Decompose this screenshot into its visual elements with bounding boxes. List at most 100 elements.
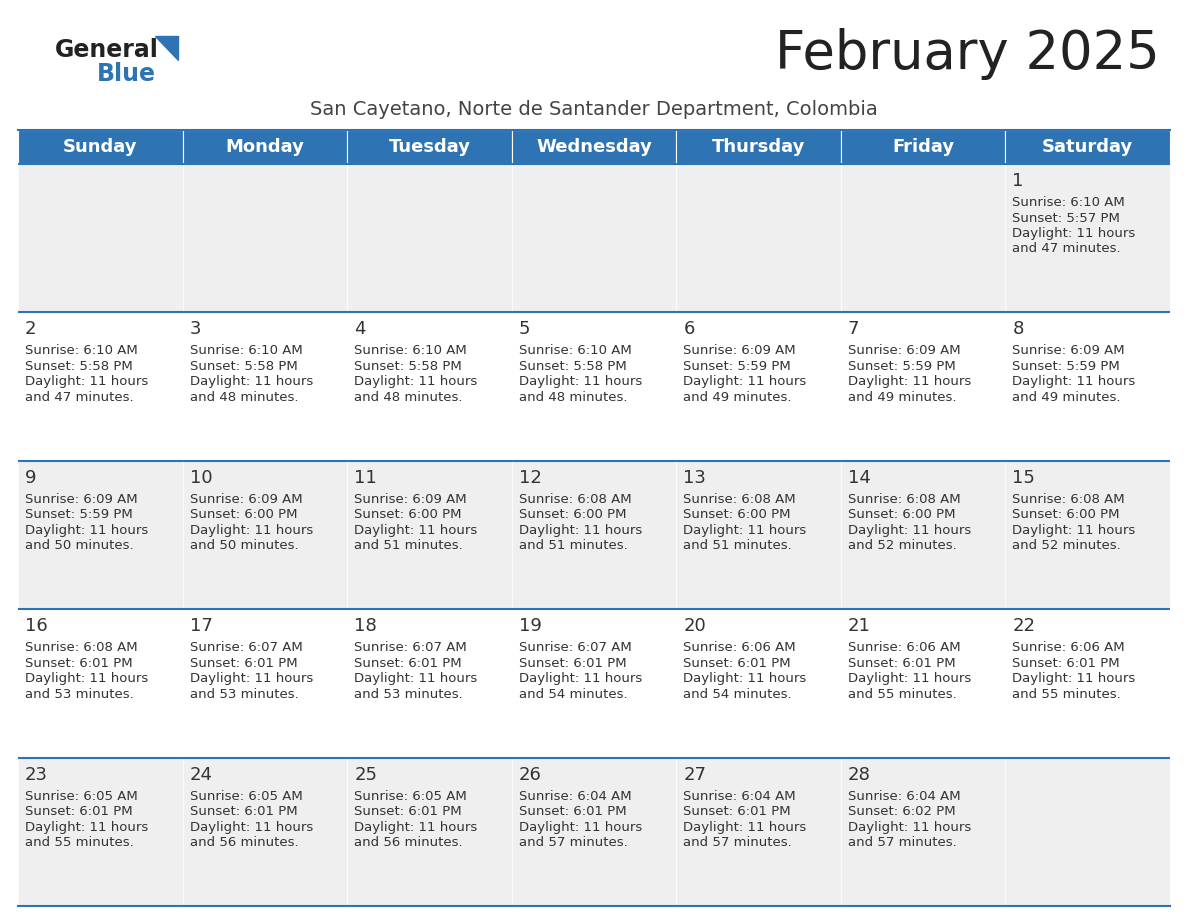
Text: 25: 25 [354, 766, 377, 784]
Text: and 49 minutes.: and 49 minutes. [1012, 391, 1121, 404]
Text: 26: 26 [519, 766, 542, 784]
Text: Sunrise: 6:05 AM: Sunrise: 6:05 AM [190, 789, 302, 802]
Text: and 56 minutes.: and 56 minutes. [190, 836, 298, 849]
Text: Daylight: 11 hours: Daylight: 11 hours [1012, 524, 1136, 537]
Text: and 53 minutes.: and 53 minutes. [354, 688, 463, 700]
Text: Sunset: 5:59 PM: Sunset: 5:59 PM [25, 509, 133, 521]
FancyBboxPatch shape [841, 130, 1005, 164]
Text: Sunset: 6:01 PM: Sunset: 6:01 PM [190, 805, 297, 818]
Text: Friday: Friday [892, 138, 954, 156]
FancyBboxPatch shape [676, 757, 841, 906]
Text: Daylight: 11 hours: Daylight: 11 hours [25, 672, 148, 685]
FancyBboxPatch shape [512, 312, 676, 461]
Text: Sunrise: 6:07 AM: Sunrise: 6:07 AM [354, 641, 467, 655]
FancyBboxPatch shape [841, 610, 1005, 757]
Text: Sunrise: 6:04 AM: Sunrise: 6:04 AM [683, 789, 796, 802]
Text: Sunrise: 6:09 AM: Sunrise: 6:09 AM [1012, 344, 1125, 357]
Text: Daylight: 11 hours: Daylight: 11 hours [683, 821, 807, 834]
Text: Sunset: 5:58 PM: Sunset: 5:58 PM [354, 360, 462, 373]
Text: and 49 minutes.: and 49 minutes. [848, 391, 956, 404]
FancyBboxPatch shape [183, 312, 347, 461]
Text: 20: 20 [683, 617, 706, 635]
FancyBboxPatch shape [347, 130, 512, 164]
Text: Sunrise: 6:09 AM: Sunrise: 6:09 AM [354, 493, 467, 506]
FancyBboxPatch shape [1005, 164, 1170, 312]
Text: and 52 minutes.: and 52 minutes. [848, 539, 956, 553]
Text: Sunrise: 6:04 AM: Sunrise: 6:04 AM [519, 789, 631, 802]
Text: Sunrise: 6:07 AM: Sunrise: 6:07 AM [519, 641, 632, 655]
Text: 11: 11 [354, 469, 377, 487]
Text: 28: 28 [848, 766, 871, 784]
Text: and 48 minutes.: and 48 minutes. [519, 391, 627, 404]
Text: Sunset: 6:01 PM: Sunset: 6:01 PM [354, 656, 462, 670]
Text: Sunset: 6:00 PM: Sunset: 6:00 PM [519, 509, 626, 521]
Text: Daylight: 11 hours: Daylight: 11 hours [190, 524, 312, 537]
Text: Sunrise: 6:05 AM: Sunrise: 6:05 AM [354, 789, 467, 802]
Text: Daylight: 11 hours: Daylight: 11 hours [190, 672, 312, 685]
FancyBboxPatch shape [841, 757, 1005, 906]
Text: Sunrise: 6:05 AM: Sunrise: 6:05 AM [25, 789, 138, 802]
Text: 3: 3 [190, 320, 201, 339]
Text: Sunrise: 6:07 AM: Sunrise: 6:07 AM [190, 641, 302, 655]
Text: and 47 minutes.: and 47 minutes. [25, 391, 133, 404]
Text: Sunset: 5:59 PM: Sunset: 5:59 PM [683, 360, 791, 373]
Text: and 51 minutes.: and 51 minutes. [683, 539, 792, 553]
Text: Sunset: 6:00 PM: Sunset: 6:00 PM [683, 509, 791, 521]
Text: Daylight: 11 hours: Daylight: 11 hours [190, 375, 312, 388]
Text: and 56 minutes.: and 56 minutes. [354, 836, 463, 849]
Text: Daylight: 11 hours: Daylight: 11 hours [848, 375, 971, 388]
Text: 4: 4 [354, 320, 366, 339]
Text: 24: 24 [190, 766, 213, 784]
Text: 19: 19 [519, 617, 542, 635]
Text: Daylight: 11 hours: Daylight: 11 hours [25, 375, 148, 388]
FancyBboxPatch shape [1005, 757, 1170, 906]
Text: and 54 minutes.: and 54 minutes. [519, 688, 627, 700]
Text: Sunset: 6:01 PM: Sunset: 6:01 PM [1012, 656, 1120, 670]
Text: and 48 minutes.: and 48 minutes. [190, 391, 298, 404]
Text: Thursday: Thursday [712, 138, 805, 156]
Polygon shape [154, 36, 178, 60]
Text: Sunset: 6:00 PM: Sunset: 6:00 PM [354, 509, 462, 521]
Text: 12: 12 [519, 469, 542, 487]
Text: Sunday: Sunday [63, 138, 138, 156]
Text: Daylight: 11 hours: Daylight: 11 hours [354, 672, 478, 685]
FancyBboxPatch shape [183, 130, 347, 164]
Text: San Cayetano, Norte de Santander Department, Colombia: San Cayetano, Norte de Santander Departm… [310, 100, 878, 119]
Text: Daylight: 11 hours: Daylight: 11 hours [683, 524, 807, 537]
Text: Sunset: 6:01 PM: Sunset: 6:01 PM [683, 656, 791, 670]
Text: Sunset: 6:01 PM: Sunset: 6:01 PM [848, 656, 955, 670]
Text: Daylight: 11 hours: Daylight: 11 hours [354, 524, 478, 537]
Text: 13: 13 [683, 469, 706, 487]
Text: 22: 22 [1012, 617, 1036, 635]
Text: Daylight: 11 hours: Daylight: 11 hours [25, 524, 148, 537]
FancyBboxPatch shape [183, 461, 347, 610]
Text: Sunrise: 6:06 AM: Sunrise: 6:06 AM [1012, 641, 1125, 655]
Text: and 47 minutes.: and 47 minutes. [1012, 242, 1121, 255]
FancyBboxPatch shape [183, 757, 347, 906]
Text: 9: 9 [25, 469, 37, 487]
Text: and 55 minutes.: and 55 minutes. [25, 836, 134, 849]
Text: Daylight: 11 hours: Daylight: 11 hours [25, 821, 148, 834]
Text: February 2025: February 2025 [776, 28, 1159, 80]
Text: Sunrise: 6:10 AM: Sunrise: 6:10 AM [519, 344, 632, 357]
Text: and 49 minutes.: and 49 minutes. [683, 391, 791, 404]
Text: and 50 minutes.: and 50 minutes. [25, 539, 133, 553]
Text: Blue: Blue [97, 62, 156, 86]
Text: and 53 minutes.: and 53 minutes. [190, 688, 298, 700]
Text: Sunset: 6:01 PM: Sunset: 6:01 PM [683, 805, 791, 818]
Text: and 57 minutes.: and 57 minutes. [519, 836, 627, 849]
FancyBboxPatch shape [183, 610, 347, 757]
FancyBboxPatch shape [18, 610, 183, 757]
Text: Daylight: 11 hours: Daylight: 11 hours [848, 524, 971, 537]
Text: and 50 minutes.: and 50 minutes. [190, 539, 298, 553]
Text: and 52 minutes.: and 52 minutes. [1012, 539, 1121, 553]
Text: Sunrise: 6:09 AM: Sunrise: 6:09 AM [25, 493, 138, 506]
Text: and 57 minutes.: and 57 minutes. [848, 836, 956, 849]
Text: Sunset: 6:01 PM: Sunset: 6:01 PM [25, 656, 133, 670]
Text: Sunrise: 6:06 AM: Sunrise: 6:06 AM [683, 641, 796, 655]
Text: Daylight: 11 hours: Daylight: 11 hours [848, 821, 971, 834]
FancyBboxPatch shape [841, 312, 1005, 461]
Text: Daylight: 11 hours: Daylight: 11 hours [1012, 227, 1136, 240]
FancyBboxPatch shape [347, 610, 512, 757]
Text: Sunset: 6:01 PM: Sunset: 6:01 PM [354, 805, 462, 818]
